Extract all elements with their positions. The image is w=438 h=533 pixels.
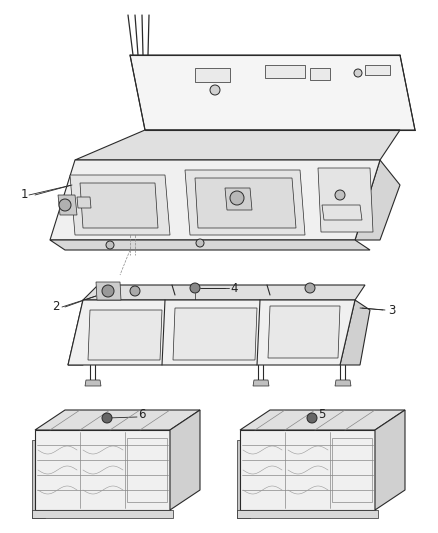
Polygon shape xyxy=(375,410,405,510)
Polygon shape xyxy=(240,430,375,510)
Circle shape xyxy=(335,190,345,200)
Polygon shape xyxy=(195,68,230,82)
Polygon shape xyxy=(268,306,340,358)
Polygon shape xyxy=(237,440,250,518)
Polygon shape xyxy=(265,65,305,78)
Circle shape xyxy=(130,286,140,296)
Text: 5: 5 xyxy=(318,408,325,422)
Circle shape xyxy=(230,191,244,205)
Polygon shape xyxy=(173,308,257,360)
Polygon shape xyxy=(335,380,351,386)
Polygon shape xyxy=(35,410,200,430)
Circle shape xyxy=(210,85,220,95)
Polygon shape xyxy=(68,300,98,365)
Polygon shape xyxy=(237,510,378,518)
Circle shape xyxy=(196,239,204,247)
Polygon shape xyxy=(240,410,405,430)
Polygon shape xyxy=(68,300,355,365)
Polygon shape xyxy=(310,68,330,80)
Circle shape xyxy=(354,69,362,77)
Polygon shape xyxy=(83,285,365,300)
Text: 2: 2 xyxy=(53,301,60,313)
Polygon shape xyxy=(32,440,45,518)
Circle shape xyxy=(106,241,114,249)
Polygon shape xyxy=(130,55,415,130)
Text: 3: 3 xyxy=(388,303,396,317)
Polygon shape xyxy=(85,380,101,386)
Polygon shape xyxy=(58,195,77,215)
Polygon shape xyxy=(170,410,200,510)
Polygon shape xyxy=(50,160,380,240)
Polygon shape xyxy=(96,282,121,300)
Polygon shape xyxy=(318,168,373,232)
Polygon shape xyxy=(32,510,173,518)
Polygon shape xyxy=(80,183,158,228)
Polygon shape xyxy=(35,430,170,510)
Text: 1: 1 xyxy=(21,189,28,201)
Polygon shape xyxy=(185,170,305,235)
Polygon shape xyxy=(355,160,400,240)
Polygon shape xyxy=(50,240,370,250)
Polygon shape xyxy=(365,65,390,75)
Circle shape xyxy=(59,199,71,211)
Polygon shape xyxy=(70,175,170,235)
Polygon shape xyxy=(253,380,269,386)
Polygon shape xyxy=(75,130,400,160)
Text: 4: 4 xyxy=(230,281,237,295)
Polygon shape xyxy=(77,197,91,208)
Circle shape xyxy=(102,413,112,423)
Circle shape xyxy=(190,283,200,293)
Polygon shape xyxy=(88,310,162,360)
Circle shape xyxy=(307,413,317,423)
Polygon shape xyxy=(225,188,252,210)
Polygon shape xyxy=(340,300,370,365)
Circle shape xyxy=(305,283,315,293)
Text: 6: 6 xyxy=(138,408,145,422)
Circle shape xyxy=(102,285,114,297)
Polygon shape xyxy=(195,178,296,228)
